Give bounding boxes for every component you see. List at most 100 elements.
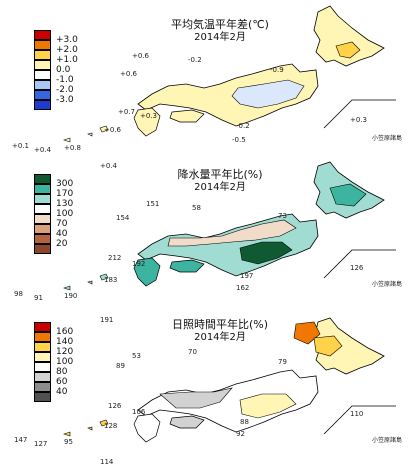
value-label: 154: [116, 214, 130, 222]
legend-label: 170: [56, 189, 74, 199]
panel-subtitle: 2014年2月: [194, 332, 246, 343]
honshu-dry-area: [167, 219, 297, 247]
legend-label: 120: [56, 347, 74, 357]
value-label: 89: [116, 362, 125, 370]
value-label: 183: [104, 276, 117, 284]
value-label: 126: [350, 264, 364, 272]
precipitation-map: 小笠原諸島 +0.4 151 58 73 154 212 192 197 162…: [14, 161, 402, 302]
value-label: 128: [104, 422, 117, 430]
okinawa-islands: [63, 125, 109, 143]
legend-swatch: [34, 392, 51, 402]
value-label: +0.4: [34, 146, 52, 154]
hokkaido-bright-area: [313, 335, 343, 357]
value-label: -0.9: [270, 66, 284, 74]
value-label: +0.6: [120, 70, 138, 78]
value-label: 114: [100, 458, 114, 466]
island-label: 小笠原諸島: [372, 134, 402, 142]
legend-swatch: [34, 174, 51, 184]
legend-label: 0.0: [56, 65, 71, 75]
ogasawara-inset-border: [323, 405, 396, 435]
value-label: 58: [192, 204, 201, 212]
kyushu-region: [133, 413, 161, 443]
value-label: +0.1: [12, 142, 29, 150]
shikoku-region: [169, 415, 205, 429]
value-label: 212: [108, 254, 121, 262]
okinawa-islands: [63, 419, 109, 437]
value-label: 91: [34, 294, 43, 302]
panel-subtitle: 2014年2月: [194, 32, 246, 43]
legend-swatch: [34, 244, 51, 254]
value-label: 73: [278, 212, 287, 220]
sunshine-map: 小笠原諸島 191 53 70 79 89 126 106 88 92 128 …: [14, 316, 402, 466]
legend-label: 40: [56, 229, 68, 239]
legend-label: -1.0: [56, 75, 74, 85]
value-label: 106: [132, 408, 146, 416]
honshu-yellow-area: [239, 393, 297, 419]
legend-label: 300: [56, 179, 74, 189]
temperature-panel: 小笠原諸島 +0.6 -0.2 -0.9 +0.6 +0.7 +0.3 -0.2…: [0, 0, 420, 158]
legend-swatch: [34, 224, 51, 234]
value-label: 110: [350, 410, 363, 418]
legend-label: 60: [56, 377, 68, 387]
legend-label: -3.0: [56, 95, 74, 105]
island-label: 小笠原諸島: [372, 280, 402, 288]
legend-swatch: [34, 322, 51, 332]
value-label: 191: [100, 316, 113, 324]
legend-label: 80: [56, 367, 68, 377]
shikoku-region: [169, 109, 205, 123]
legend-swatch: [34, 342, 51, 352]
value-label: -0.2: [236, 122, 250, 130]
honshu-cool-area: [231, 79, 305, 109]
value-label: 88: [240, 418, 249, 426]
precipitation-panel: 小笠原諸島 +0.4 151 58 73 154 212 192 197 162…: [0, 158, 420, 316]
value-label: 92: [236, 430, 245, 438]
temperature-map: 小笠原諸島 +0.6 -0.2 -0.9 +0.6 +0.7 +0.3 -0.2…: [12, 5, 402, 154]
okinawa-islands: [63, 273, 109, 291]
value-label: -0.2: [188, 56, 202, 64]
legend-swatch: [34, 362, 51, 372]
hokkaido-wet-area: [329, 183, 367, 207]
value-label: 53: [132, 352, 141, 360]
honshu-region: [137, 63, 319, 127]
legend-label: 130: [56, 199, 74, 209]
hokkaido-region: [313, 5, 385, 67]
legend-swatch: [34, 352, 51, 362]
legend-label: 20: [56, 239, 68, 249]
value-label: +0.3: [350, 116, 367, 124]
kyushu-region: [133, 257, 161, 287]
value-label: 126: [108, 402, 122, 410]
legend-swatch: [34, 30, 51, 40]
legend-swatch: [34, 90, 51, 100]
value-label: 79: [278, 358, 287, 366]
value-label: +0.7: [118, 108, 135, 116]
legend-swatch: [34, 80, 51, 90]
island-label: 小笠原諸島: [372, 436, 402, 444]
legend-label: 40: [56, 387, 68, 397]
value-label: 162: [236, 284, 249, 292]
value-label: 95: [64, 438, 73, 446]
ogasawara-inset-border: [323, 99, 396, 129]
legend-swatch: [34, 100, 51, 110]
legend-label: +2.0: [56, 45, 78, 55]
value-label: 147: [14, 436, 27, 444]
legend-label: 160: [56, 327, 74, 337]
value-label: 127: [34, 440, 47, 448]
legend-swatch: [34, 372, 51, 382]
legend-label: -2.0: [56, 85, 74, 95]
legend-swatch: [34, 184, 51, 194]
kyushu-region: [133, 107, 161, 137]
shikoku-region: [169, 259, 205, 273]
value-label: +0.4: [100, 162, 118, 170]
legend-label: 70: [56, 219, 68, 229]
honshu-very-wet-area: [239, 241, 293, 265]
ogasawara-inset-border: [323, 249, 396, 279]
value-label: 98: [14, 290, 23, 298]
honshu-grey-area: [159, 387, 233, 409]
value-label: 197: [240, 272, 253, 280]
hokkaido-warm-area: [335, 41, 361, 59]
legend-swatch: [34, 204, 51, 214]
legend-swatch: [34, 382, 51, 392]
panel-title: 日照時間平年比(%): [171, 318, 269, 331]
value-label: 192: [132, 260, 145, 268]
legend-swatch: [34, 50, 51, 60]
